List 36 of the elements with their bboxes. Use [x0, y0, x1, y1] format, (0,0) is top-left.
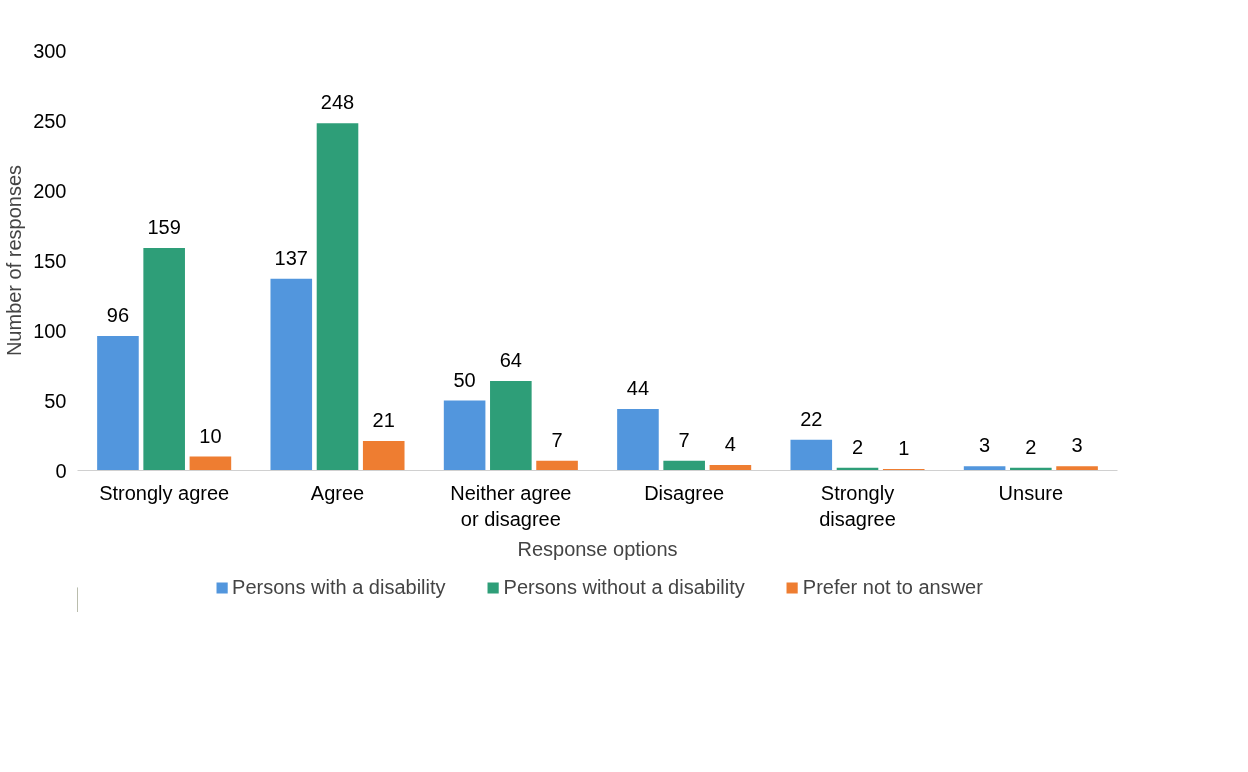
- data-label: 3: [979, 434, 991, 457]
- y-axis-title: Number of responses: [3, 164, 26, 357]
- data-label: 10: [199, 424, 222, 447]
- data-label: 64: [499, 348, 522, 371]
- y-tick-label: 0: [55, 459, 67, 482]
- x-tick-label: Strongly disagree: [819, 481, 896, 530]
- data-label: 2: [1025, 435, 1037, 458]
- x-tick-label: Unsure: [998, 481, 1064, 504]
- legend-label: Persons without a disability: [503, 575, 745, 599]
- y-tick-label: 250: [33, 109, 67, 132]
- x-tick-label: Disagree: [644, 481, 725, 504]
- y-tick-label: 200: [33, 179, 67, 202]
- data-label: 4: [724, 432, 736, 455]
- data-label: 2: [851, 435, 864, 458]
- x-tick-label: Neither agree or disagree: [450, 481, 572, 530]
- legend-label: Prefer not to answer: [802, 575, 983, 599]
- data-label: 7: [551, 428, 563, 451]
- data-label: 159: [147, 215, 181, 238]
- x-tick-label: Agree: [310, 481, 365, 504]
- data-label: 137: [274, 246, 308, 269]
- y-tick-label: 300: [33, 39, 67, 62]
- data-label: 44: [626, 376, 650, 399]
- data-label: 21: [372, 409, 395, 432]
- legend-label: Persons with a disability: [232, 575, 446, 599]
- y-tick-label: 50: [44, 389, 67, 412]
- data-label: 248: [320, 91, 355, 114]
- data-label: 22: [800, 407, 823, 430]
- data-label: 3: [1071, 434, 1083, 457]
- y-tick-label: 150: [33, 249, 67, 272]
- data-label: 96: [106, 304, 130, 327]
- x-axis-title: Response options: [517, 537, 678, 560]
- x-tick-label: Strongly agree: [99, 481, 230, 504]
- data-label: 1: [898, 437, 910, 460]
- data-label: 50: [453, 368, 476, 391]
- data-label: 7: [678, 428, 690, 451]
- y-tick-label: 100: [33, 319, 67, 342]
